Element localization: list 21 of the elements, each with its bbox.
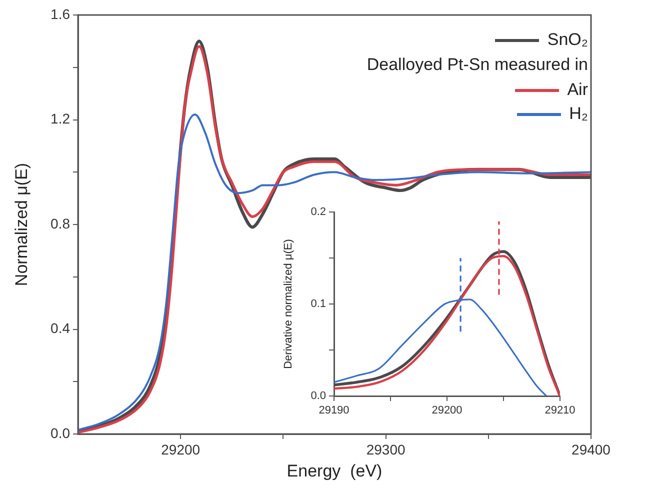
legend-title: Dealloyed Pt-Sn measured in [366, 54, 588, 76]
legend-label: Air [567, 80, 588, 100]
x-tick-label: 29210 [544, 404, 576, 417]
y-tick-label: 0.2 [310, 206, 326, 218]
x-tick-label: 29200 [432, 404, 462, 417]
y-axis-title: Normalized μ(E) [12, 162, 31, 286]
x-tick-label: 29400 [572, 441, 611, 458]
y-tick-label: 1.2 [50, 110, 70, 127]
legend-label: H₂ [569, 104, 588, 124]
y-axis-title: Derivative normalized μ(E) [282, 239, 295, 369]
x-tick-label: 29200 [161, 441, 200, 458]
y-tick-label: 0.0 [310, 390, 326, 402]
y-tick-label: 0.0 [50, 424, 70, 441]
y-tick-label: 0.4 [50, 320, 70, 336]
y-tick-label: 0.1 [310, 298, 326, 310]
legend-label: SnO₂ [547, 30, 588, 50]
y-tick-label: 0.8 [50, 215, 70, 232]
y-tick-label: 1.6 [50, 6, 70, 22]
x-tick-label: 29300 [366, 441, 406, 458]
x-axis-title: Energy (eV) [286, 461, 382, 480]
x-tick-label: 29190 [318, 404, 350, 417]
